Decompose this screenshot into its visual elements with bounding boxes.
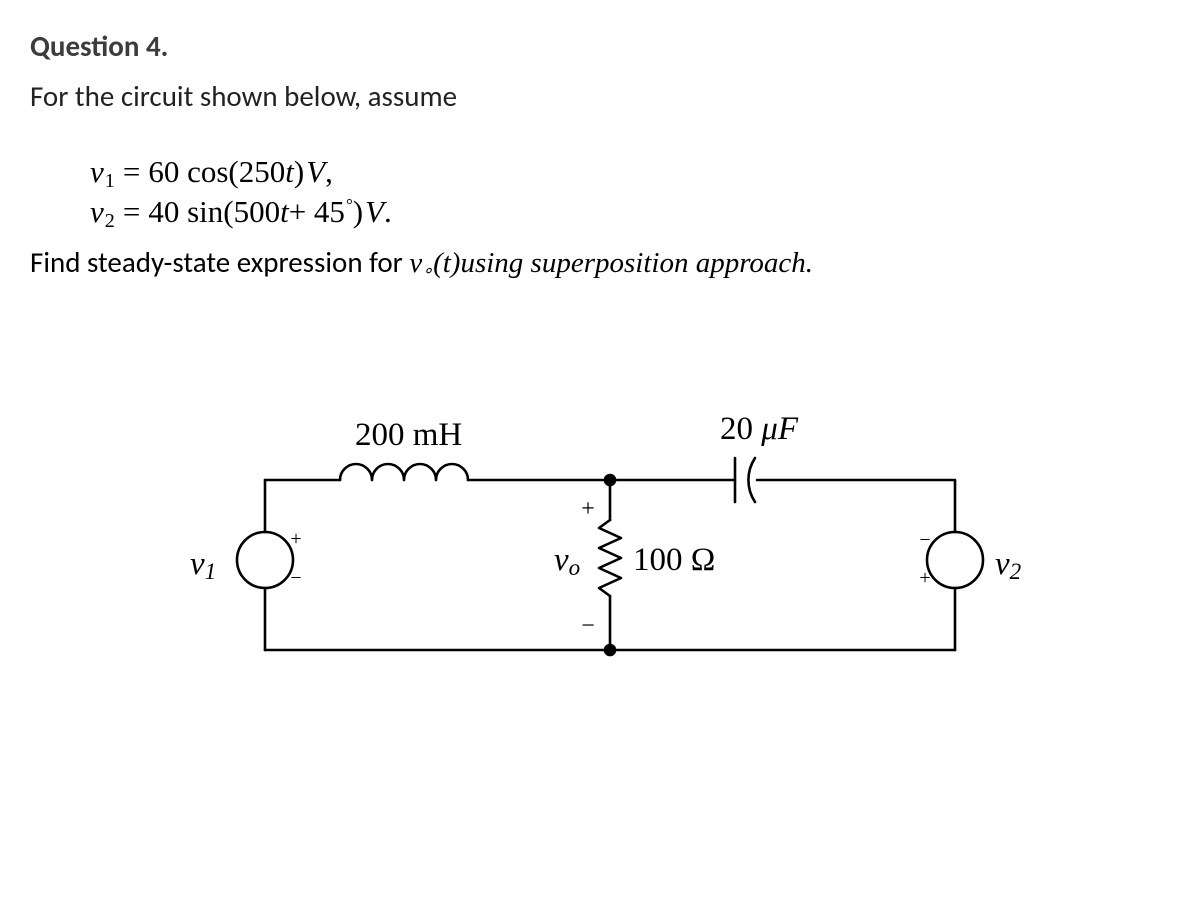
v1-plus: + <box>290 528 301 550</box>
vo-label: vo <box>554 542 580 579</box>
lead-text: For the circuit shown below, assume <box>30 78 1170 114</box>
eq2-unit: V <box>365 194 384 230</box>
find-osub: ∘ <box>422 260 433 280</box>
vo-var: v <box>554 542 569 578</box>
find-v: v <box>409 247 422 279</box>
eq2-rhs-b: + 45 <box>289 194 345 230</box>
v2-sub: 2 <box>1010 558 1022 584</box>
resistor-label: 100 Ω <box>633 542 715 579</box>
find-post-em: using superposition approach. <box>460 247 813 279</box>
find-pre: Find steady-state expression for <box>30 244 409 280</box>
circuit-diagram: + − − + + − 200 mH 20 μF 100 Ω vo v1 v2 <box>165 370 1065 710</box>
cap-val: 20 <box>720 411 761 447</box>
eq1-equals: = <box>123 154 140 190</box>
eq2-rhs-a: 40 sin(500 <box>148 194 280 230</box>
cap-unit: μF <box>761 411 798 447</box>
v1-var: v <box>190 546 205 582</box>
eq2-rhs-c: ) <box>353 194 363 230</box>
vo-sub: o <box>569 554 581 580</box>
vo-minus: − <box>581 613 595 639</box>
vo-plus: + <box>581 496 595 522</box>
eq1-rhs-b: ) <box>294 154 304 190</box>
v1-sub: 1 <box>205 558 217 584</box>
eq1-tail: , <box>325 154 333 190</box>
eq1-rhs-a: 60 cos(250 <box>148 154 285 190</box>
given-equations: v1 = 60 cos(250t) V, v2 = 40 sin(500t + … <box>90 154 1170 230</box>
inductor-label: 200 mH <box>355 417 462 454</box>
circuit-svg: + − − + + − <box>165 370 1065 710</box>
v2-label: v2 <box>995 546 1021 583</box>
eq2-t: t <box>280 194 289 230</box>
eq1-unit: V <box>306 154 325 190</box>
eq2-lhs-var: v <box>90 194 104 230</box>
eq2-deg: ° <box>346 195 353 215</box>
eq1-t: t <box>285 154 294 190</box>
v1-label: v1 <box>190 546 216 583</box>
v2-plus: + <box>919 567 930 589</box>
v1-minus: − <box>290 567 301 589</box>
v2-minus: − <box>919 529 930 551</box>
equation-v2: v2 = 40 sin(500t + 45°) V. <box>90 194 1170 230</box>
eq2-tail: . <box>384 194 392 230</box>
find-parent: (t) <box>433 247 460 279</box>
capacitor-label: 20 μF <box>720 411 798 448</box>
eq1-lhs-var: v <box>90 154 104 190</box>
eq2-lhs-sub: 2 <box>105 210 115 233</box>
find-statement: Find steady-state expression for v∘(t)us… <box>30 244 1170 280</box>
v2-var: v <box>995 546 1010 582</box>
equation-v1: v1 = 60 cos(250t) V, <box>90 154 1170 190</box>
question-heading: Question 4. <box>30 28 1170 64</box>
eq2-equals: = <box>123 194 140 230</box>
eq1-lhs-sub: 1 <box>105 170 115 193</box>
